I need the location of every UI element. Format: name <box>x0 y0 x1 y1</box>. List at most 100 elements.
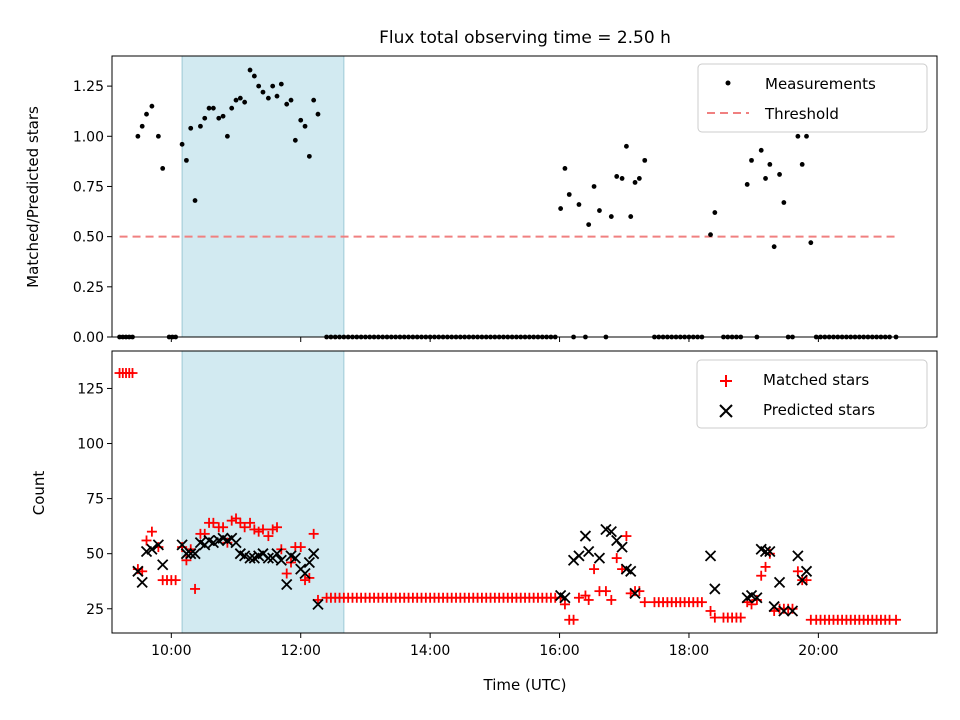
matched-point <box>696 597 707 608</box>
measurement-point <box>749 157 754 163</box>
measurement-point <box>744 182 750 187</box>
y-tick-label: 0.75 <box>73 179 104 195</box>
predicted-point <box>299 567 311 580</box>
predicted-point <box>764 545 776 558</box>
matched-point <box>263 531 274 542</box>
measurement-point <box>558 206 564 211</box>
legend-threshold-label: Threshold <box>764 105 839 123</box>
measurement-point <box>808 240 814 246</box>
matched-point <box>218 522 229 533</box>
predicted-point <box>792 550 804 562</box>
measurement-point <box>628 214 634 219</box>
matched-point <box>891 614 902 625</box>
predicted-point <box>275 554 287 566</box>
bottom-x-axis-label: Time (UTC) <box>483 676 567 694</box>
y-tick-label: 100 <box>77 437 104 453</box>
predicted-point <box>709 583 721 595</box>
x-tick-label: 10:00 <box>151 643 191 659</box>
measurement-point <box>188 125 194 131</box>
y-tick-label: 75 <box>86 492 104 508</box>
x-tick-label: 16:00 <box>539 643 579 659</box>
measurement-point <box>247 67 253 73</box>
measurement-point <box>229 105 235 111</box>
x-tick-label: 14:00 <box>410 643 450 659</box>
predicted-point <box>281 578 293 591</box>
measurement-point <box>586 222 592 228</box>
measurement-point <box>576 202 582 207</box>
measurement-point <box>139 123 145 129</box>
measurement-point <box>220 113 226 119</box>
predicted-point <box>132 565 144 577</box>
measurement-point <box>149 103 155 109</box>
matched-point <box>600 586 611 597</box>
matched-point <box>568 614 579 625</box>
bottom-shaded-span <box>181 350 345 634</box>
matched-point <box>573 592 584 603</box>
measurement-point <box>251 73 257 79</box>
y-tick-label: 0.00 <box>73 330 104 346</box>
predicted-point <box>773 576 786 588</box>
predicted-point <box>768 600 780 613</box>
top-x-ticks <box>170 337 819 342</box>
measurement-point <box>624 143 629 149</box>
measurement-point <box>284 101 290 107</box>
x-tick-label: 18:00 <box>669 643 709 659</box>
predicted-point <box>312 598 324 610</box>
matched-point <box>146 526 157 537</box>
measurement-point <box>202 115 208 121</box>
y-tick-label: 1.00 <box>73 129 104 145</box>
measurement-point <box>302 123 308 129</box>
matched-point <box>295 542 306 553</box>
measurement-point <box>184 157 189 163</box>
predicted-point <box>152 539 165 551</box>
predicted-point <box>262 552 275 564</box>
top-legend: Measurements Threshold <box>697 63 928 133</box>
bottom-plot-frame <box>111 350 938 634</box>
matched-point <box>141 535 152 546</box>
chart-title: Flux total observing time = 2.50 h <box>379 28 671 48</box>
predicted-points <box>132 523 813 617</box>
measurement-point <box>311 97 317 103</box>
matched-point <box>253 526 264 537</box>
matched-point <box>611 553 622 564</box>
measurement-point <box>242 99 248 105</box>
predicted-point <box>289 552 301 564</box>
bottom-legend-box <box>696 359 928 429</box>
measurement-point <box>256 83 262 89</box>
measurement-point <box>632 180 638 185</box>
bottom-y-axis-label: Count <box>30 471 48 516</box>
predicted-point <box>800 565 813 577</box>
predicted-point <box>704 550 717 562</box>
measurement-point <box>260 89 266 95</box>
matched-point <box>231 513 242 524</box>
measurement-point <box>614 174 620 179</box>
measurement-point <box>270 83 276 89</box>
matched-point <box>127 368 138 379</box>
measurement-point <box>636 176 642 181</box>
measurement-point <box>315 111 321 117</box>
measurement-point <box>265 95 271 101</box>
predicted-point <box>579 530 592 542</box>
matched-point <box>267 524 278 535</box>
predicted-point <box>157 559 169 571</box>
predicted-point <box>593 552 606 564</box>
measurement-point <box>306 153 312 159</box>
top-panel: 0.00 0.25 0.50 0.75 1.00 1.25 Flux total obse… <box>24 28 938 346</box>
measurement-point <box>608 214 614 219</box>
predicted-point <box>625 565 637 577</box>
top-y-axis-label: Matched/Predicted stars <box>24 106 42 288</box>
predicted-point <box>180 548 193 560</box>
measurement-point <box>206 105 212 111</box>
measurement-point <box>642 157 648 163</box>
top-y-ticks: 0.00 0.25 0.50 0.75 1.00 1.25 <box>73 79 112 346</box>
y-tick-label: 50 <box>86 547 104 563</box>
measurement-point <box>210 105 216 111</box>
legend-predicted-label: Predicted stars <box>763 401 875 419</box>
top-plot-frame <box>111 55 938 338</box>
predicted-point <box>605 526 617 538</box>
measurement-point <box>758 147 764 153</box>
matched-point <box>245 517 256 528</box>
predicted-point <box>616 541 628 553</box>
predicted-point <box>796 574 808 586</box>
